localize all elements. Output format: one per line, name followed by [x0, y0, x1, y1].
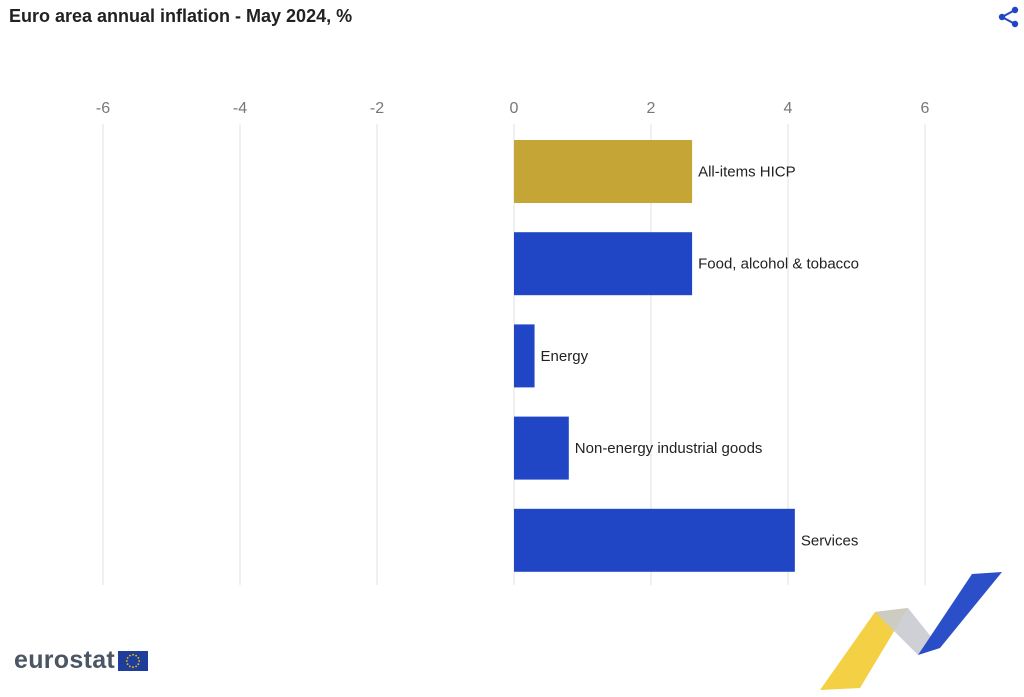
x-tick-label: -6 [96, 100, 110, 117]
chart-title: Euro area annual inflation - May 2024, % [9, 6, 353, 26]
eurostat-logo: eurostat [14, 646, 149, 675]
x-tick-label: -4 [233, 100, 247, 117]
ribbon-graphic [820, 572, 1002, 690]
category-label: Food, alcohol & tobacco [698, 256, 859, 273]
category-label: Energy [541, 348, 589, 365]
bars [514, 140, 795, 572]
bar-labels: All-items HICP Food, alcohol & tobacco Ene… [541, 164, 859, 550]
x-tick-label: 4 [784, 100, 793, 117]
share-button[interactable] [996, 5, 1022, 29]
bar[interactable] [514, 508, 795, 572]
eu-flag-icon [118, 650, 149, 671]
category-label: Services [801, 532, 859, 549]
share-icon [998, 6, 1019, 28]
bar[interactable] [514, 324, 535, 388]
bar[interactable] [514, 232, 693, 296]
bar-chart: -6 -4 -2 0 2 4 6 All-items HICP Food, alcohol &… [96, 100, 930, 585]
x-tick-label: 6 [921, 100, 930, 117]
category-label: All-items HICP [698, 164, 796, 181]
category-label: Non-energy industrial goods [575, 440, 763, 457]
x-tick-label: 2 [647, 100, 656, 117]
x-tick-label: 0 [510, 100, 519, 117]
x-axis-ticks: -6 -4 -2 0 2 4 6 [96, 100, 930, 117]
bar[interactable] [514, 416, 569, 480]
bar[interactable] [514, 140, 693, 203]
logo-text: eurostat [14, 646, 116, 674]
x-tick-label: -2 [370, 100, 384, 117]
